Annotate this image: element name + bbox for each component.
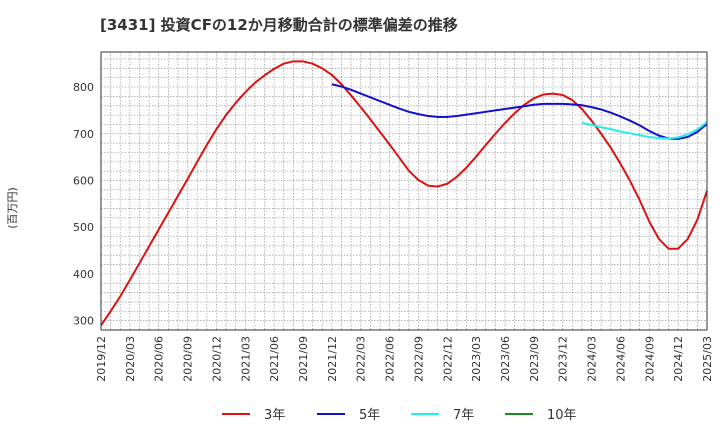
x-tick-label: 2022/03	[355, 336, 368, 382]
y-tick-label: 500	[73, 221, 94, 234]
y-axis-label: (百万円)	[6, 187, 19, 229]
legend-label-2: 7年	[453, 408, 474, 423]
x-tick-label: 2020/06	[153, 336, 166, 382]
x-ticks: 2019/12 2020/03 2020/06 2020/09 2020/12 2021/…	[95, 336, 714, 382]
x-tick-label: 2020/12	[210, 336, 223, 382]
x-tick-label: 2021/03	[239, 336, 252, 382]
y-tick-label: 600	[73, 174, 94, 187]
series-line-0	[100, 60, 708, 326]
legend-label-0: 3年	[264, 408, 285, 423]
x-tick-label: 2020/03	[124, 336, 137, 382]
x-tick-label: 2022/12	[441, 336, 454, 382]
y-ticks: 300 400 500 600 700 800	[73, 81, 94, 328]
x-tick-label: 2024/12	[672, 336, 685, 382]
grid-layer	[100, 52, 708, 331]
x-tick-label: 2021/06	[268, 336, 281, 382]
plot-area	[101, 52, 707, 330]
series-line-2	[581, 121, 708, 140]
x-tick-label: 2025/03	[701, 336, 714, 382]
x-tick-label: 2023/03	[470, 336, 483, 382]
x-tick-label: 2023/09	[528, 336, 541, 382]
x-tick-label: 2023/06	[499, 336, 512, 382]
x-tick-label: 2023/12	[557, 336, 570, 382]
y-tick-label: 400	[73, 268, 94, 281]
plot-frame	[100, 51, 708, 331]
x-tick-label: 2021/09	[297, 336, 310, 382]
legend: 3年 5年 7年 10年	[222, 408, 577, 423]
y-tick-label: 700	[73, 128, 94, 141]
x-tick-label: 2022/09	[412, 336, 425, 382]
legend-label-3: 10年	[547, 408, 577, 423]
x-tick-label: 2020/09	[182, 336, 195, 382]
x-tick-label: 2024/09	[643, 336, 656, 382]
x-tick-label: 2024/03	[586, 336, 599, 382]
x-tick-label: 2024/06	[614, 336, 627, 382]
y-tick-label: 800	[73, 81, 94, 94]
x-tick-label: 2019/12	[95, 336, 108, 382]
x-tick-label: 2022/06	[384, 336, 397, 382]
chart-title: [3431] 投資CFの12か月移動合計の標準偏差の推移	[100, 16, 458, 34]
x-tick-label: 2021/12	[326, 336, 339, 382]
y-tick-label: 300	[73, 315, 94, 328]
series-line-1	[331, 83, 708, 140]
series-layer	[100, 51, 708, 331]
legend-label-1: 5年	[359, 408, 380, 423]
